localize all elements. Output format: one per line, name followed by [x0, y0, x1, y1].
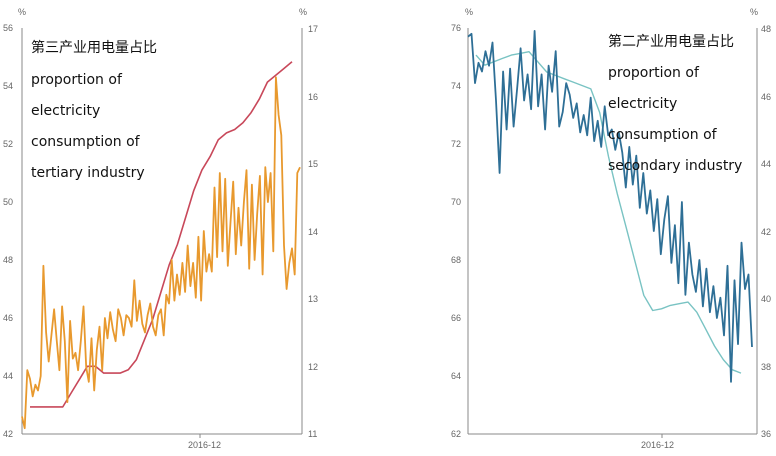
annotation-line: electricity	[608, 96, 677, 112]
y-left-tick: 52	[3, 139, 13, 149]
annotation: 第二产业用电量占比 proportion of electricity cons…	[608, 33, 742, 174]
y-right-tick: 42	[761, 227, 771, 237]
y-left-unit: %	[18, 7, 26, 17]
y-left-tick: 56	[3, 23, 13, 33]
y-right-ticks: 11 12 13 14 15 16 17	[308, 24, 318, 439]
y-left-unit: %	[465, 7, 473, 17]
annotation-line: secondary industry	[608, 158, 742, 174]
y-left-tick: 70	[451, 197, 461, 207]
y-left-tick: 76	[451, 23, 461, 33]
smoothed-series-line	[30, 61, 293, 408]
y-right-ticks: 36 38 40 42 44 46 48	[761, 24, 771, 439]
y-left-tick: 54	[3, 81, 13, 91]
y-right-tick: 14	[308, 227, 318, 237]
monthly-series-line	[21, 76, 301, 430]
secondary-industry-chart: % % 62 64 66 68 70 72 74 76 36 38 40 42 …	[451, 7, 771, 450]
annotation-line: electricity	[31, 103, 100, 119]
y-left-tick: 46	[3, 313, 13, 323]
y-left-ticks: 42 44 46 48 50 52 54 56	[3, 23, 13, 439]
annotation-line: consumption of	[608, 127, 718, 143]
y-right-tick: 48	[761, 24, 771, 34]
annotation-line: proportion of	[608, 65, 700, 81]
y-right-tick: 46	[761, 92, 771, 102]
tertiary-industry-chart: % % 42 44 46 48 50 52 54 56 11 12 13 14 …	[3, 7, 318, 450]
y-right-unit: %	[750, 7, 758, 17]
y-left-tick: 64	[451, 371, 461, 381]
y-left-tick: 44	[3, 371, 13, 381]
y-left-tick: 74	[451, 81, 461, 91]
y-left-tick: 72	[451, 139, 461, 149]
x-tick-label: 2016-12	[641, 440, 674, 450]
x-tick-label: 2016-12	[188, 440, 221, 450]
y-right-tick: 11	[308, 429, 317, 439]
y-right-tick: 17	[308, 24, 318, 34]
annotation: 第三产业用电量占比 proportion of electricity cons…	[31, 39, 157, 181]
y-right-tick: 44	[761, 159, 771, 169]
annotation-line: consumption of	[31, 134, 141, 150]
y-left-tick: 50	[3, 197, 13, 207]
annotation-line: tertiary industry	[31, 165, 145, 181]
y-right-tick: 16	[308, 92, 318, 102]
annotation-line: 第三产业用电量占比	[31, 39, 157, 56]
y-right-unit: %	[299, 7, 307, 17]
y-right-tick: 12	[308, 362, 318, 372]
y-right-tick: 13	[308, 294, 318, 304]
y-right-tick: 40	[761, 294, 771, 304]
y-left-tick: 42	[3, 429, 13, 439]
y-left-tick: 62	[451, 429, 461, 439]
monthly-series-line	[467, 30, 753, 383]
annotation-line: proportion of	[31, 72, 123, 88]
y-right-tick: 36	[761, 429, 771, 439]
y-left-tick: 66	[451, 313, 461, 323]
y-left-tick: 68	[451, 255, 461, 265]
annotation-line: 第二产业用电量占比	[608, 33, 734, 50]
y-left-ticks: 62 64 66 68 70 72 74 76	[451, 23, 461, 439]
y-left-tick: 48	[3, 255, 13, 265]
y-right-tick: 38	[761, 362, 771, 372]
y-right-tick: 15	[308, 159, 318, 169]
